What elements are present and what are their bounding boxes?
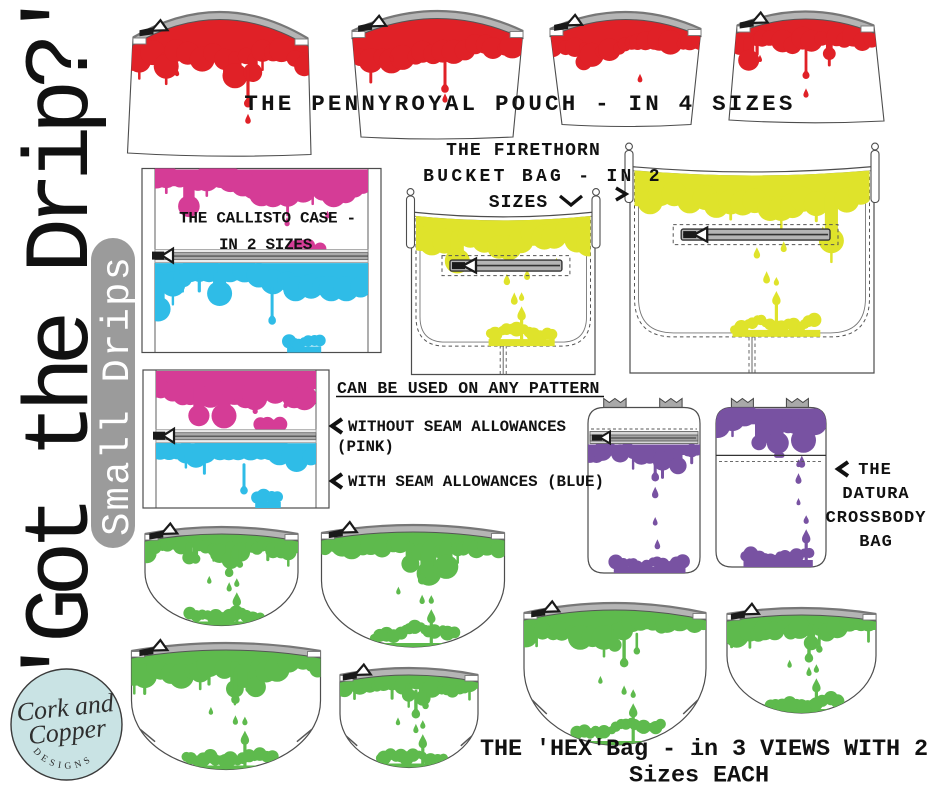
svg-text:Small Drips: Small Drips [96, 257, 140, 536]
svg-text:(PINK): (PINK) [337, 438, 394, 456]
svg-text:WITHOUT SEAM ALLOWANCES: WITHOUT SEAM ALLOWANCES [348, 418, 566, 436]
svg-text:THE FIRETHORN: THE FIRETHORN [446, 141, 601, 161]
svg-text:BAG: BAG [859, 533, 893, 552]
svg-text:DATURA: DATURA [842, 485, 909, 504]
svg-text:THE PENNYROYAL POUCH - IN 4 SI: THE PENNYROYAL POUCH - IN 4 SIZES [244, 91, 795, 117]
svg-text:WITH SEAM ALLOWANCES (BLUE): WITH SEAM ALLOWANCES (BLUE) [348, 473, 604, 491]
svg-text:THE 'HEX'Bag - in 3 VIEWS WITH: THE 'HEX'Bag - in 3 VIEWS WITH 2 [480, 736, 928, 763]
svg-text:CROSSBODY: CROSSBODY [826, 509, 927, 528]
svg-text:THE: THE [858, 461, 892, 480]
svg-text:CAN BE USED ON ANY PATTERN: CAN BE USED ON ANY PATTERN [337, 379, 600, 398]
svg-text:Sizes EACH: Sizes EACH [629, 763, 769, 788]
svg-text:BUCKET BAG - IN 2: BUCKET BAG - IN 2 [423, 167, 663, 187]
svg-text:THE CALLISTO CASE -: THE CALLISTO CASE - [179, 210, 356, 228]
svg-text:IN 2 SIZES: IN 2 SIZES [219, 236, 313, 254]
svg-text:SIZES: SIZES [489, 193, 549, 213]
